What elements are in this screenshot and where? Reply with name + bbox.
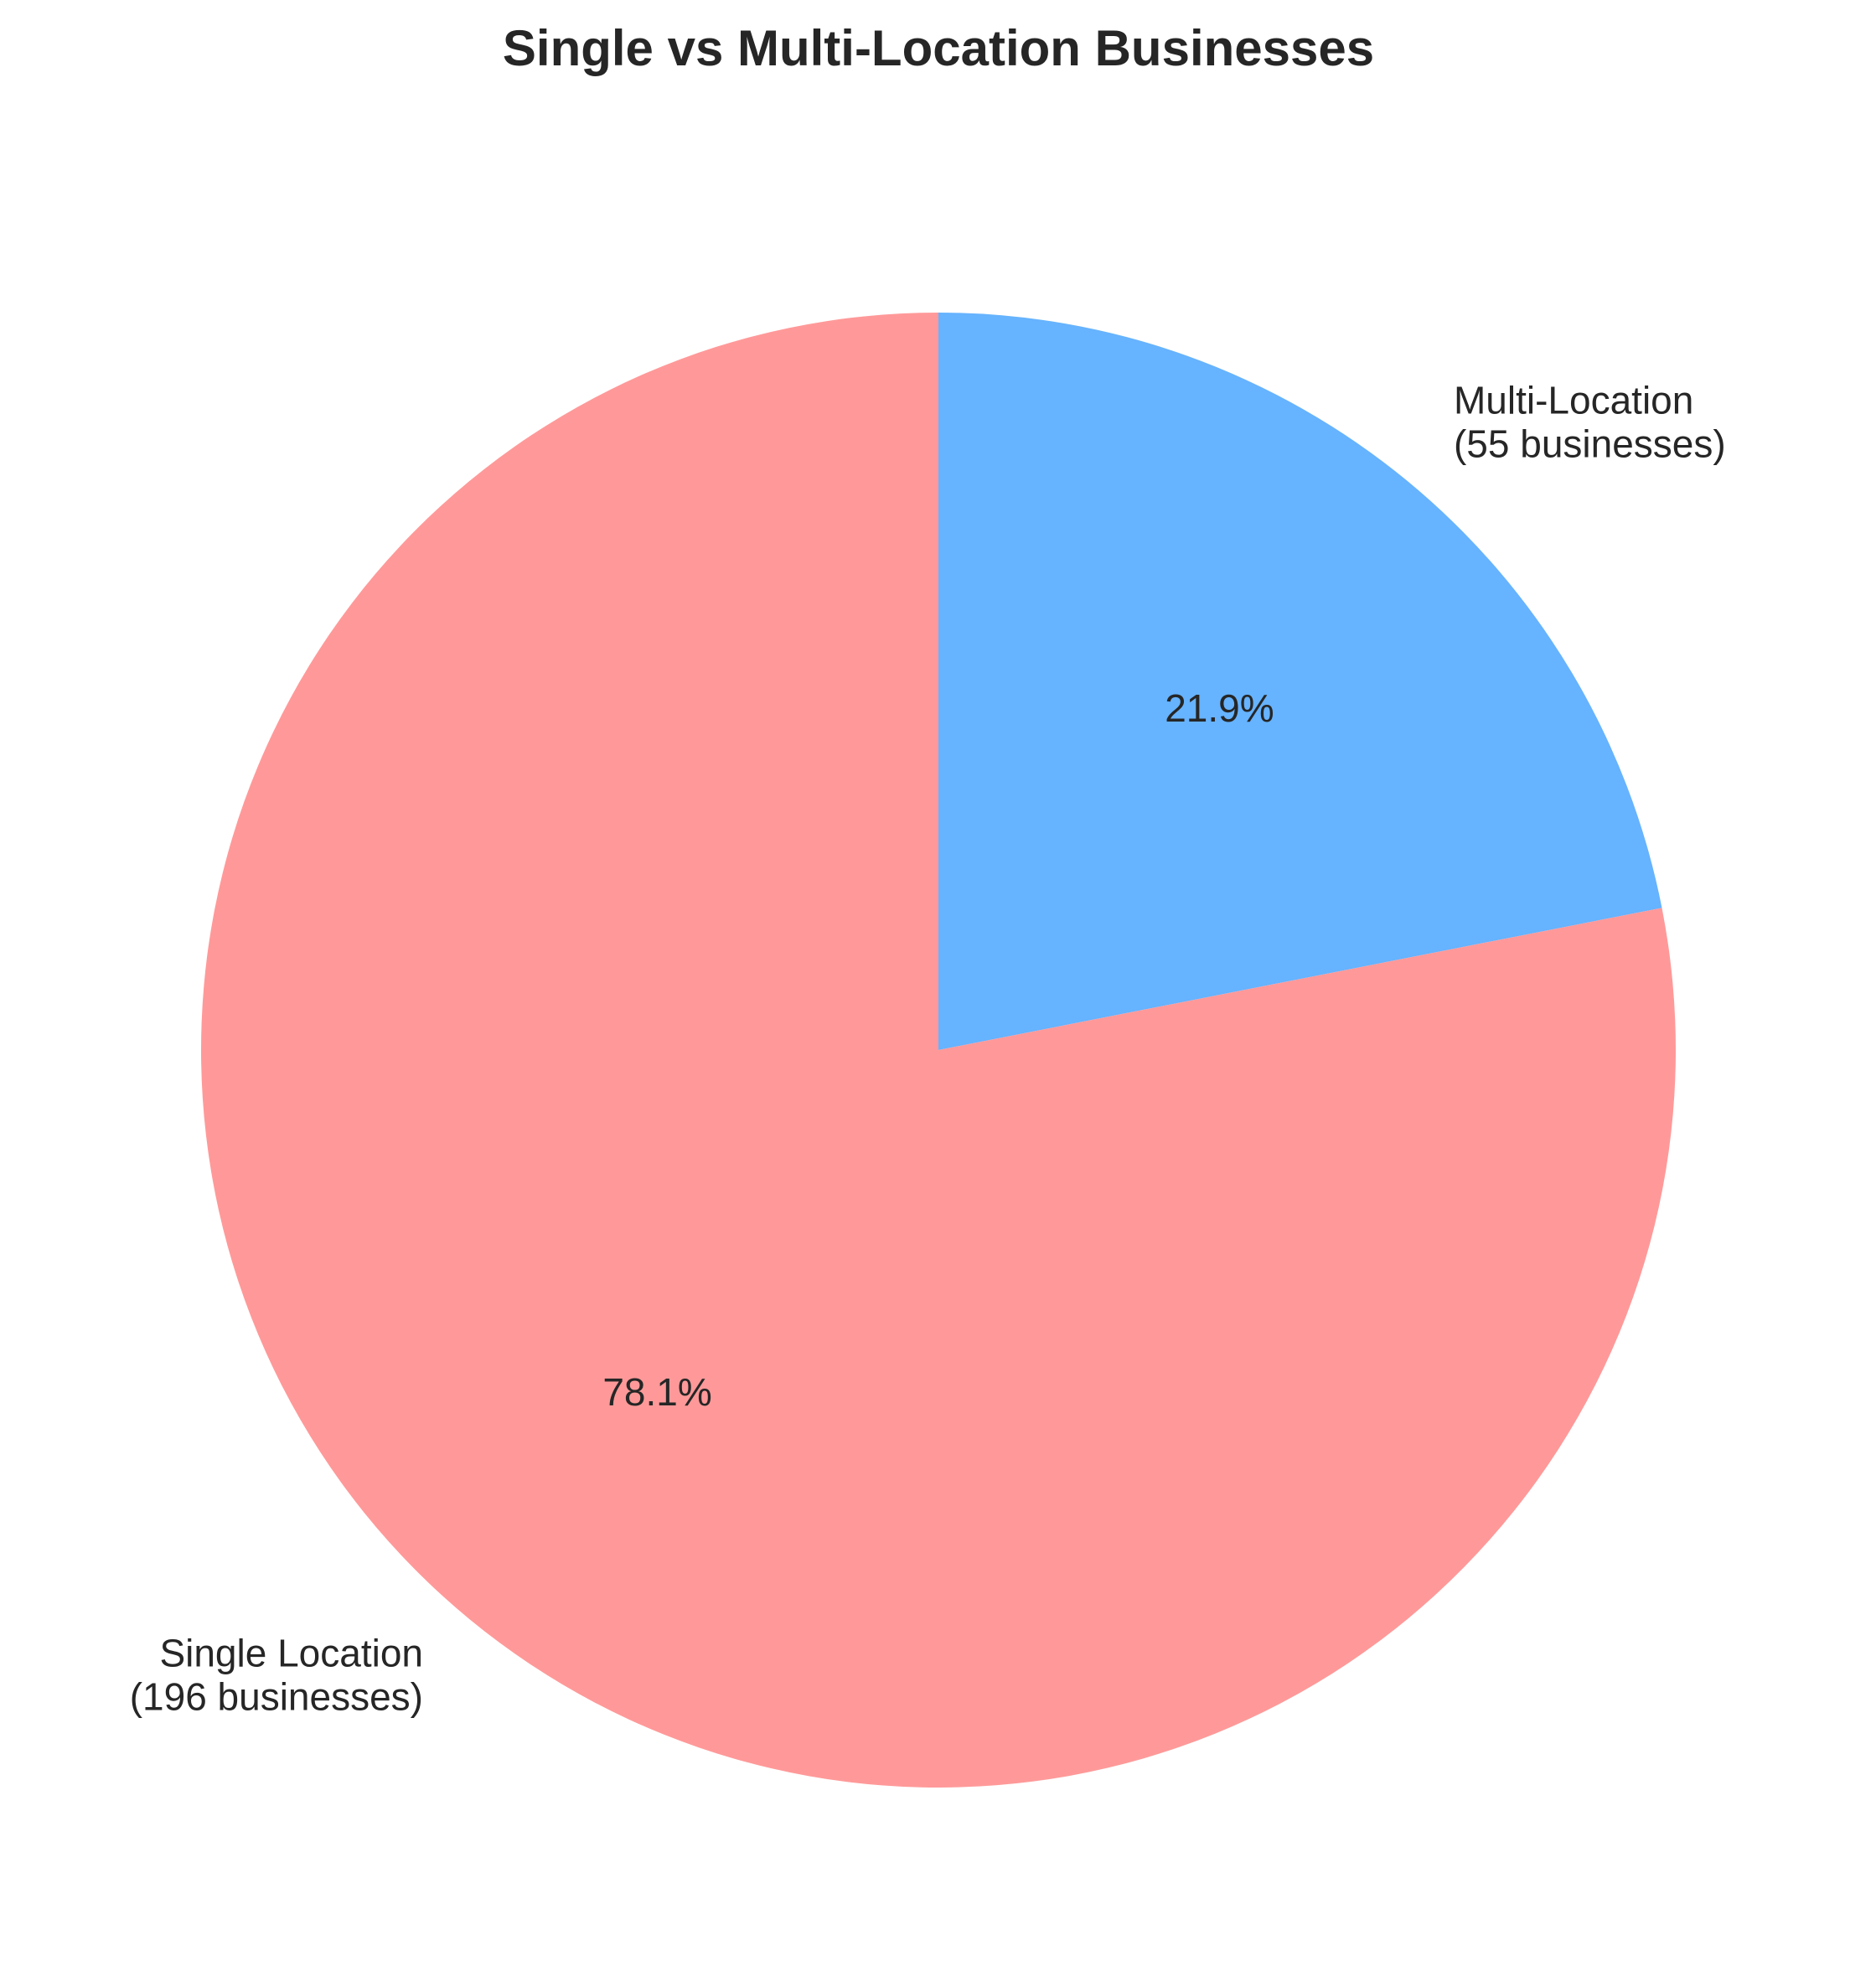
category-label-multi-location: Multi-Location (55 businesses) [1454,378,1726,465]
category-name: Multi-Location [1454,378,1693,422]
pie-slice-single-location [200,313,1676,1788]
pie-slices [200,313,1676,1788]
category-count: (196 businesses) [130,1675,423,1719]
pie-slice-multi-location [938,313,1662,1050]
category-name: Single Location [159,1632,423,1675]
percent-label-multi-location: 21.9% [1165,686,1274,730]
chart-title: Single vs Multi-Location Businesses [503,20,1374,76]
category-count: (55 businesses) [1454,422,1726,465]
percent-label-single-location: 78.1% [602,1370,711,1414]
pie-labels: 21.9% Multi-Location (55 businesses) 78.1% S… [130,378,1726,1718]
category-label-single-location: Single Location (196 businesses) [130,1632,423,1719]
